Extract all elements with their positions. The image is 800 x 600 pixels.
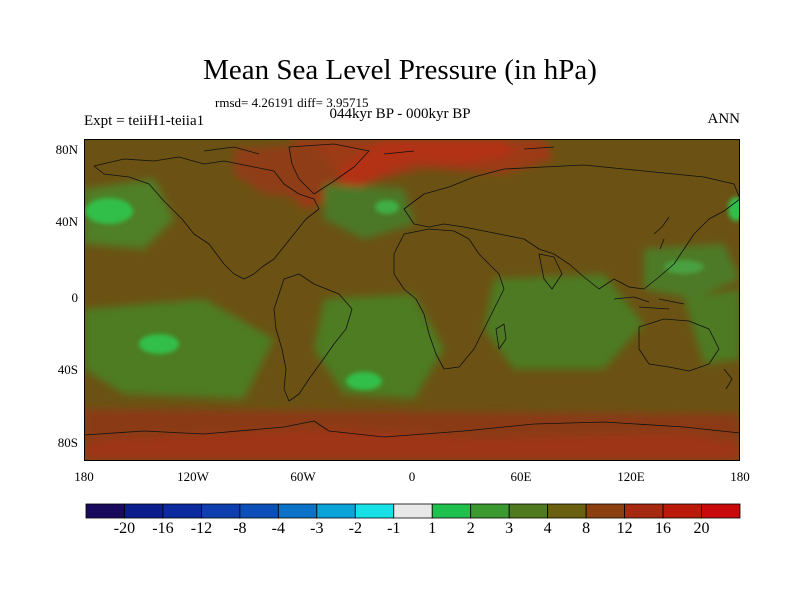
- colorbar-label: -20: [113, 520, 136, 537]
- coast-australia: [638, 318, 720, 372]
- coast-africa: [393, 228, 505, 370]
- colorbar-label: 20: [693, 520, 710, 537]
- coast-new-zealand: [723, 368, 733, 390]
- period-label: 044kyr BP - 000kyr BP: [329, 106, 471, 122]
- colorbar-label: -4: [271, 520, 286, 537]
- experiment-label: Expt = teiiH1-teiia1: [84, 113, 205, 129]
- coast-japan: [653, 216, 670, 250]
- pressure-map: [84, 139, 740, 461]
- colorbar-label: 16: [655, 520, 672, 537]
- colorbar-box: [508, 503, 549, 519]
- colorbar-label: 3: [505, 520, 514, 537]
- high-pressure-greenland: [234, 144, 344, 199]
- lon-tick-60w: 60W: [290, 469, 316, 484]
- lon-tick-180w: 180: [74, 469, 94, 484]
- colorbar-box: [316, 503, 356, 519]
- lon-tick-120w: 120W: [177, 469, 209, 484]
- bright-green-patches: [85, 197, 740, 390]
- colorbar-label: 4: [543, 520, 552, 537]
- colorbar: [85, 503, 741, 519]
- lat-tick-40n: 40N: [55, 214, 78, 229]
- colorbar-box: [277, 503, 318, 519]
- colorbar-label: 2: [466, 520, 475, 537]
- colorbar-label: -8: [233, 520, 247, 537]
- colorbar-box: [662, 503, 702, 519]
- patch-east-pacific: [728, 197, 740, 221]
- colorbar-box: [201, 503, 241, 519]
- patch-south-atlantic: [346, 372, 382, 390]
- low-south-atlantic: [314, 294, 444, 399]
- coast-eurasia: [403, 164, 740, 290]
- map-frame: [84, 139, 740, 461]
- colorbar-box: [470, 503, 510, 519]
- colorbar-box: [85, 503, 125, 519]
- lon-tick-180e: 180: [730, 469, 750, 484]
- colorbar-label: -2: [348, 520, 362, 537]
- colorbar-box: [162, 503, 202, 519]
- colorbar-label: -12: [190, 520, 213, 537]
- coastlines: [84, 143, 740, 438]
- colorbar-box: [431, 503, 472, 519]
- colorbar-label: 1: [428, 520, 437, 537]
- lat-tick-40s: 40S: [57, 362, 78, 377]
- coast-antarctica: [84, 420, 740, 438]
- lon-tick-0: 0: [408, 469, 416, 484]
- lat-tick-0: 0: [71, 290, 79, 305]
- colorbar-box: [701, 503, 741, 519]
- colorbar-label: 8: [582, 520, 591, 537]
- colorbar-box: [393, 503, 433, 519]
- colorbar-box: [124, 503, 164, 519]
- colorbar-box: [547, 503, 587, 519]
- rmsd-subtitle: rmsd= 4.26191 diff= 3.95715: [215, 95, 369, 110]
- colorbar-box: [354, 503, 395, 519]
- colorbar-box: [239, 503, 279, 519]
- coast-north-america: [93, 156, 320, 280]
- colorbar-label: -1: [387, 520, 401, 537]
- patch-north-atlantic-small: [375, 200, 399, 214]
- low-south-pacific: [84, 299, 274, 399]
- coast-india: [538, 253, 563, 290]
- low-north-atlantic: [324, 184, 414, 239]
- coast-indonesia: [613, 296, 685, 310]
- lat-tick-80s: 80S: [57, 435, 78, 450]
- lon-tick-60e: 60E: [510, 469, 532, 484]
- lon-tick-120e: 120E: [617, 469, 645, 484]
- colorbar-label: -3: [310, 520, 324, 537]
- colorbar-label: 12: [616, 520, 633, 537]
- low-indian-ocean: [484, 274, 644, 369]
- patch-north-pacific: [85, 198, 133, 224]
- colorbar-box: [585, 503, 625, 519]
- colorbar-box: [624, 503, 664, 519]
- coast-south-america: [273, 273, 353, 402]
- coast-arctic-islands: [203, 146, 555, 155]
- colorbar-label: -16: [152, 520, 174, 537]
- low-east-pacific: [684, 289, 740, 364]
- chart-title: Mean Sea Level Pressure (in hPa): [203, 54, 597, 86]
- season-label: ANN: [707, 111, 741, 127]
- coast-madagascar: [495, 323, 507, 350]
- patch-south-pacific: [139, 334, 179, 354]
- lat-tick-80n: 80N: [55, 142, 78, 157]
- coast-greenland: [288, 143, 370, 195]
- high-pressure-antarctic: [84, 429, 740, 461]
